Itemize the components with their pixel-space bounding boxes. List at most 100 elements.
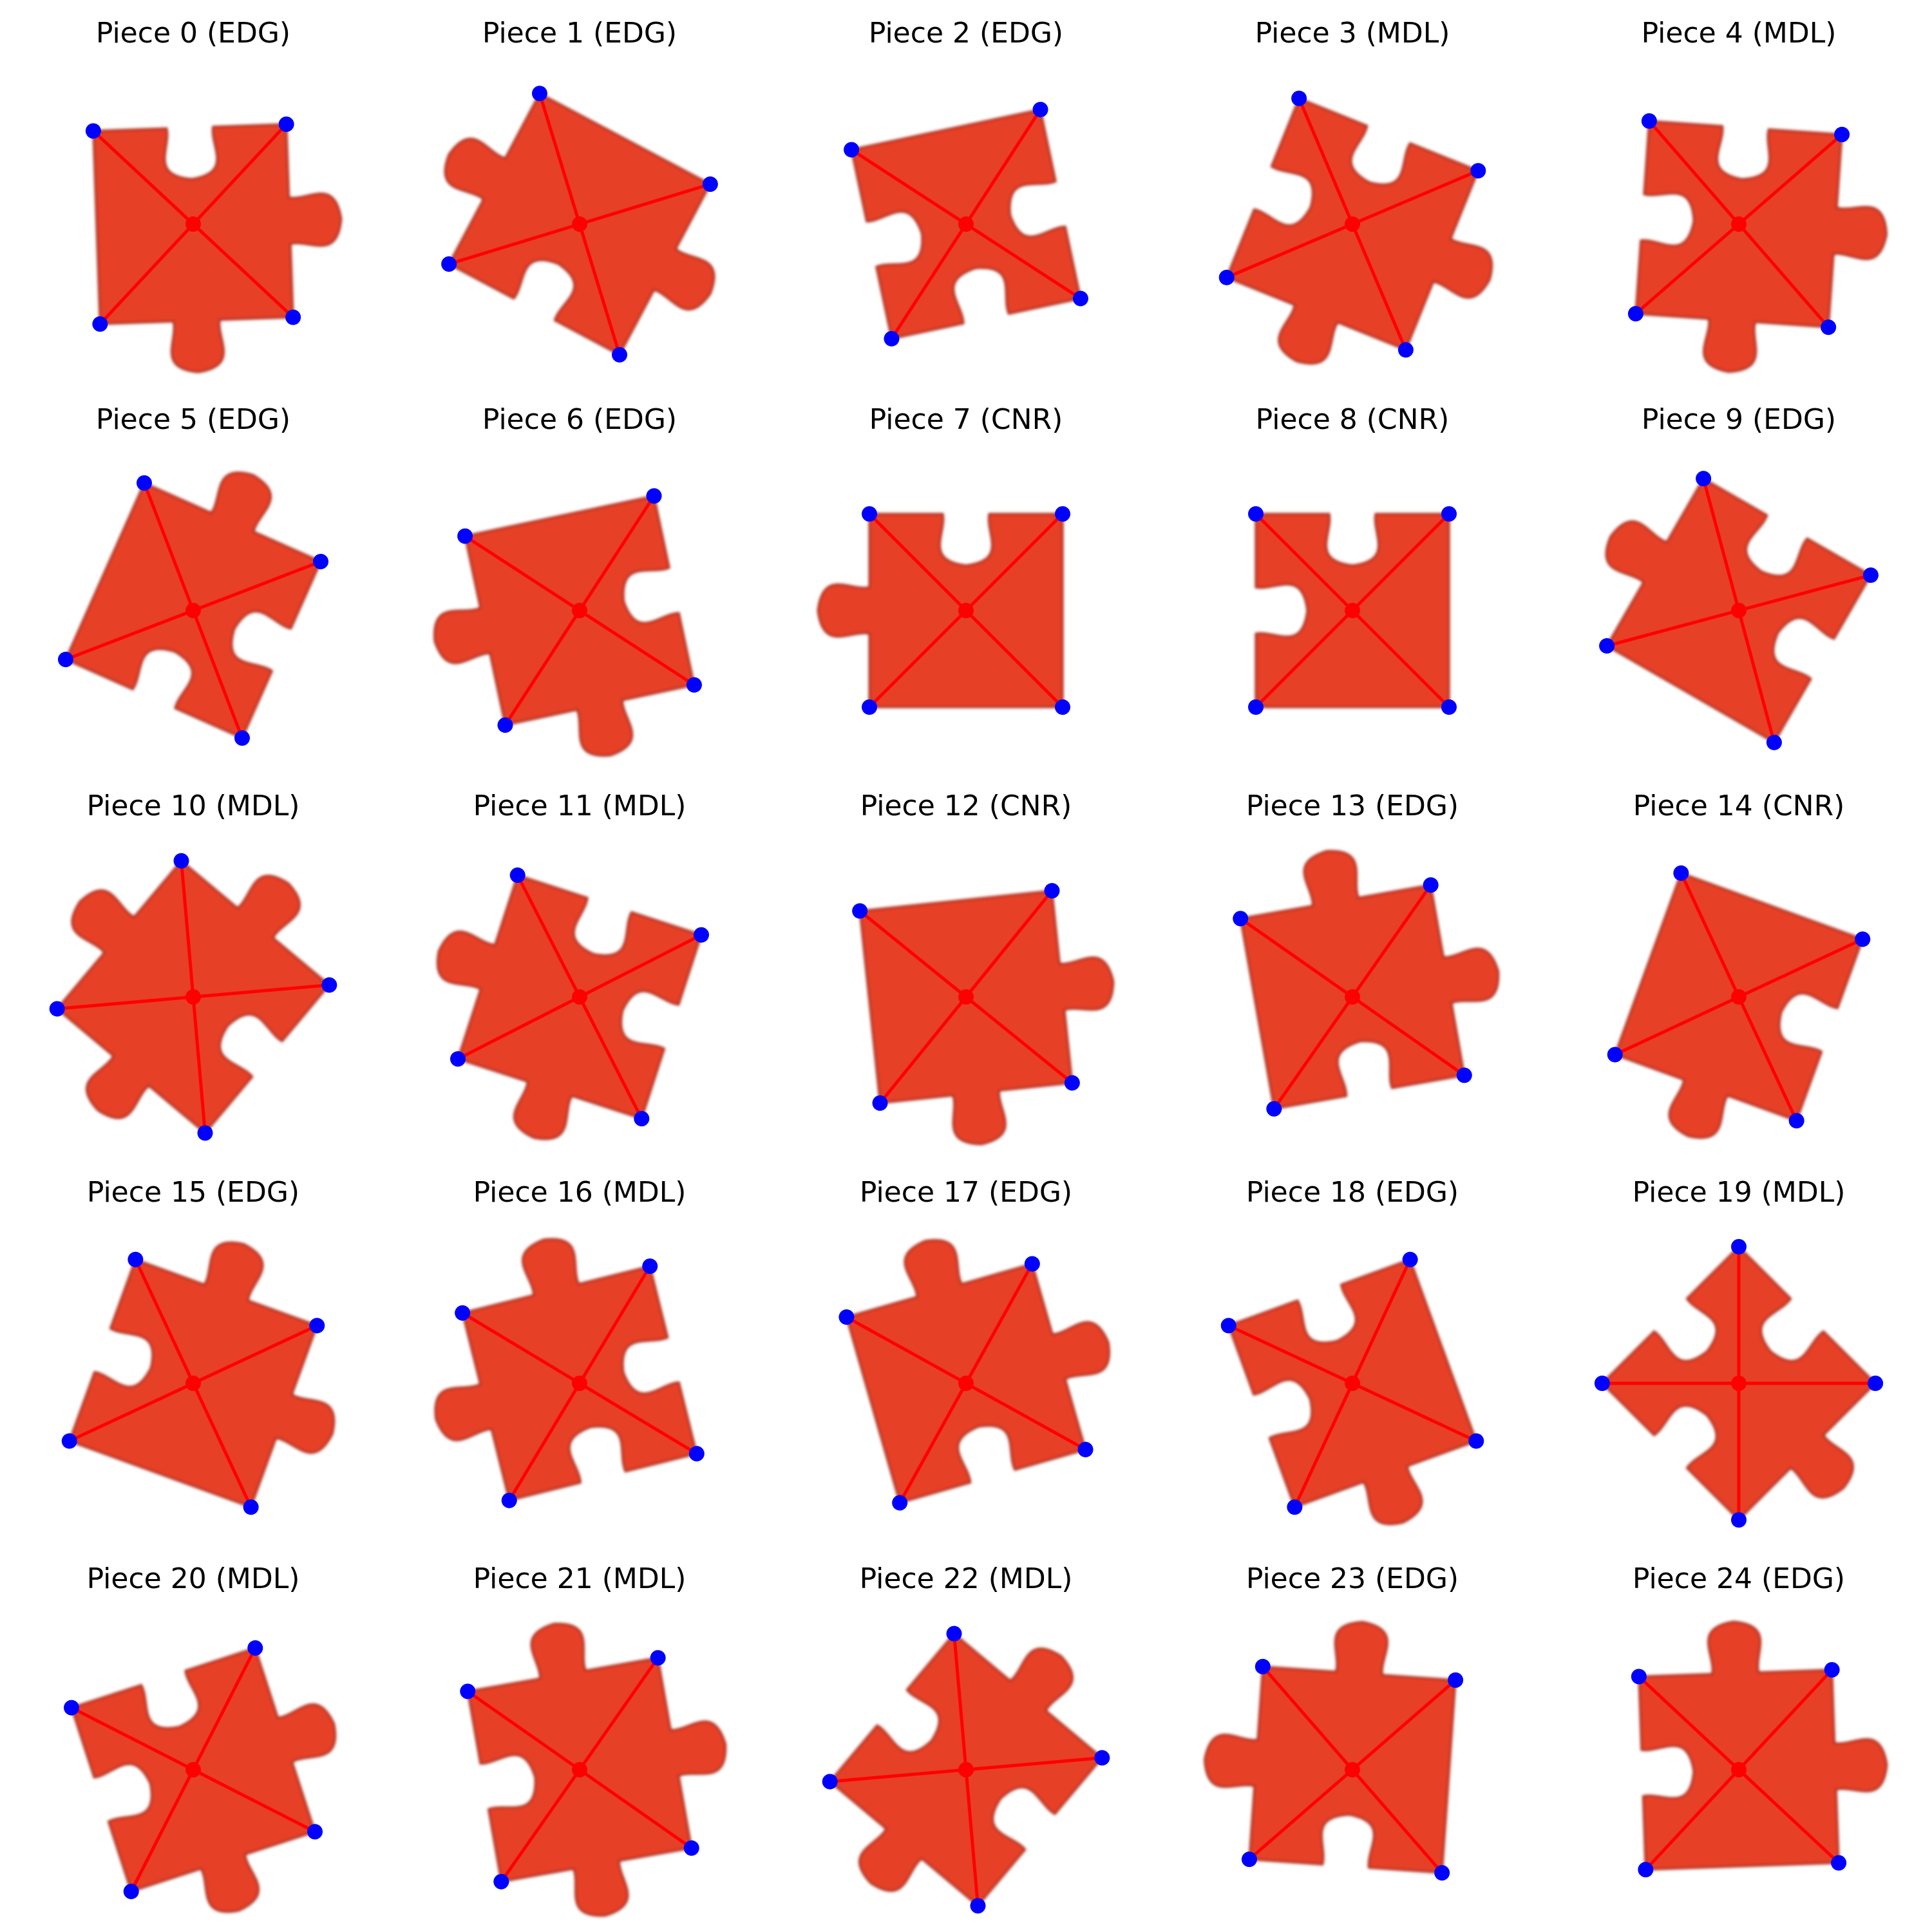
corner-marker — [686, 677, 702, 693]
corner-marker — [457, 528, 473, 544]
corner-marker — [243, 1499, 259, 1515]
diagonal-line — [578, 609, 696, 687]
diagonal-line — [578, 1265, 652, 1385]
corner-marker — [1024, 1256, 1040, 1272]
corner-marker — [1766, 734, 1782, 750]
corner-marker — [307, 1824, 323, 1840]
piece-cell: Piece 4 (MDL) — [1547, 1, 1931, 385]
corner-marker — [1032, 102, 1048, 118]
diagonal-line — [1261, 1665, 1354, 1771]
piece-cell: Piece 10 (MDL) — [1, 774, 385, 1158]
piece-title: Piece 4 (MDL) — [1641, 17, 1837, 50]
piece-title: Piece 12 (CNR) — [860, 790, 1072, 822]
piece-title: Piece 18 (EDG) — [1245, 1176, 1459, 1209]
diagonal-line — [464, 535, 581, 612]
corner-marker — [1220, 1318, 1236, 1334]
corner-marker — [278, 116, 294, 132]
center-marker — [958, 1762, 974, 1777]
corner-marker — [1044, 883, 1060, 899]
diagonal-line — [1255, 609, 1354, 708]
piece-figure — [63, 1640, 337, 1913]
diagonal-line — [1634, 223, 1740, 316]
corner-marker — [862, 506, 877, 522]
diagonal-line — [1737, 610, 1776, 743]
corner-marker — [61, 1433, 77, 1449]
piece-figure — [1233, 849, 1500, 1117]
piece-cell: Piece 6 (EDG) — [388, 388, 772, 772]
piece-figure — [817, 506, 1070, 715]
diagonal-line — [578, 996, 643, 1120]
center-marker — [1731, 216, 1747, 232]
piece-cell: Piece 12 (CNR) — [774, 774, 1158, 1158]
corner-marker — [197, 1125, 213, 1141]
piece-title: Piece 14 (CNR) — [1633, 790, 1845, 822]
piece-figure — [1607, 865, 1871, 1139]
piece-cell: Piece 8 (CNR) — [1160, 388, 1544, 772]
corner-marker — [1441, 699, 1457, 715]
piece-title: Piece 23 (EDG) — [1245, 1562, 1459, 1595]
diagonal-line — [868, 609, 967, 708]
diagonal-line — [965, 222, 1082, 300]
diagonal-line — [500, 1768, 582, 1883]
diagonal-line — [850, 148, 967, 226]
piece-figure — [436, 867, 710, 1141]
piece-cell: Piece 11 (MDL) — [388, 774, 772, 1158]
diagonal-line — [1351, 995, 1466, 1077]
diagonal-line — [1738, 223, 1830, 328]
piece-title: Piece 1 (EDG) — [482, 17, 677, 50]
diagonal-line — [578, 1768, 693, 1850]
diagonal-line — [964, 108, 1042, 225]
piece-figure — [61, 1241, 336, 1515]
corner-marker — [634, 1111, 650, 1127]
corner-marker — [123, 1884, 139, 1900]
diagonal-line — [1273, 996, 1354, 1110]
diagonal-line — [898, 1382, 968, 1504]
corner-marker — [1072, 290, 1088, 307]
piece-title: Piece 7 (CNR) — [869, 403, 1063, 436]
diagonal-line — [1351, 1381, 1477, 1443]
diagonal-line — [180, 860, 195, 998]
corner-marker — [852, 903, 868, 919]
puzzle-piece-shape — [1613, 871, 1864, 1139]
corner-marker — [509, 867, 526, 883]
diagonal-line — [1701, 478, 1741, 611]
diagonal-line — [192, 223, 294, 319]
diagonal-line — [1602, 1381, 1739, 1385]
corner-marker — [1055, 699, 1070, 715]
corner-marker — [85, 123, 101, 139]
diagonal-line — [1738, 133, 1843, 225]
diagonal-line — [1738, 1768, 1840, 1864]
diagonal-line — [1227, 1324, 1354, 1385]
piece-figure — [57, 471, 329, 746]
corner-marker — [1448, 1672, 1464, 1688]
corner-marker — [1788, 1113, 1804, 1129]
center-marker — [185, 989, 201, 1005]
puzzle-piece-shape — [1204, 1621, 1457, 1874]
corner-marker — [892, 1495, 908, 1511]
corner-marker — [946, 1625, 962, 1642]
diagonal-line — [578, 933, 703, 999]
corner-marker — [1441, 506, 1457, 522]
diagonal-line — [965, 889, 1054, 998]
puzzle-piece-shape — [433, 495, 696, 757]
center-marker — [1345, 1762, 1360, 1777]
piece-cell: Piece 20 (MDL) — [1, 1547, 385, 1931]
diagonal-line — [193, 983, 330, 999]
corner-marker — [531, 86, 547, 102]
corner-marker — [642, 1258, 658, 1274]
corner-marker — [1607, 1046, 1623, 1063]
piece-title: Piece 0 (EDG) — [95, 17, 291, 50]
corner-marker — [128, 1251, 144, 1267]
piece-cell: Piece 18 (EDG) — [1160, 1160, 1544, 1544]
corner-marker — [57, 652, 73, 668]
puzzle-piece-shape — [64, 471, 323, 740]
piece-title: Piece 11 (MDL) — [473, 790, 687, 822]
piece-figure — [844, 102, 1088, 346]
piece-title: Piece 8 (CNR) — [1255, 403, 1450, 436]
diagonal-line — [1647, 120, 1740, 225]
center-marker — [1345, 216, 1360, 232]
corner-marker — [63, 1700, 79, 1716]
piece-cell: Piece 7 (CNR) — [774, 388, 1158, 772]
diagonal-line — [457, 995, 581, 1061]
corner-marker — [313, 553, 329, 569]
